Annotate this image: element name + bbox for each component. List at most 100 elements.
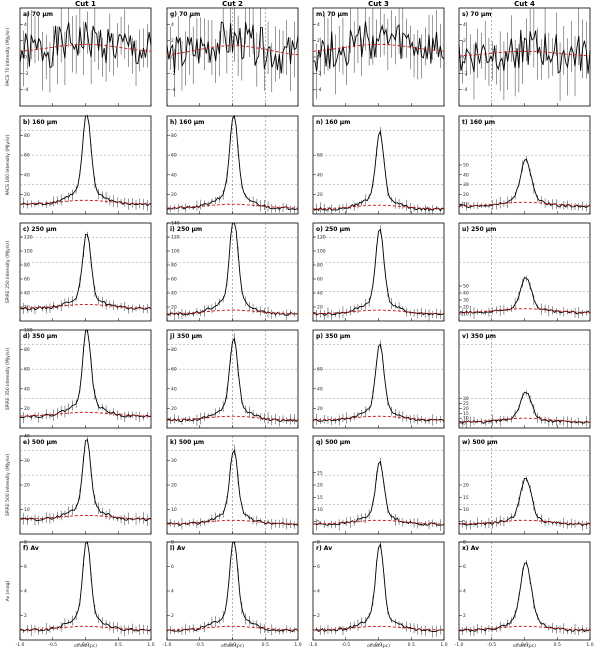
y-tick-label: 80	[317, 263, 323, 269]
y-tick-label: 40	[24, 291, 30, 297]
background-fit-line	[19, 411, 152, 417]
panel-label: m) 70 µm	[316, 11, 348, 18]
y-tick-label: 60	[171, 153, 177, 159]
profile-line	[19, 438, 152, 522]
y-tick-label: 8	[463, 540, 466, 546]
background-fit-line	[166, 415, 299, 421]
y-tick-label: 0	[171, 55, 174, 61]
y-tick-label: 4	[24, 22, 27, 28]
background-fit-line	[19, 304, 152, 309]
column-title: Cut 4	[514, 0, 535, 8]
y-tick-label: 4	[171, 589, 174, 595]
panel-label: n) 160 µm	[316, 119, 350, 126]
y-tick-label: 40	[171, 386, 177, 392]
y-tick-label: 0	[24, 55, 27, 61]
y-tick-label: 100	[317, 249, 326, 255]
y-tick-label: 100	[171, 249, 180, 255]
y-tick-label: 100	[24, 249, 33, 255]
y-tick-label: 20	[171, 305, 177, 311]
y-tick-label: 100	[24, 328, 33, 334]
y-tick-label: 20	[171, 192, 177, 198]
x-tick-label: 0.5	[262, 642, 269, 648]
y-tick-label: 40	[24, 172, 30, 178]
background-fit-line	[166, 45, 299, 56]
y-tick-label: 20	[24, 192, 30, 198]
column-title: Cut 2	[222, 0, 243, 8]
y-tick-label: 60	[24, 153, 30, 159]
x-tick-label: -0.5	[341, 642, 350, 648]
y-tick-label: 40	[463, 172, 469, 178]
background-fit-line	[312, 415, 445, 421]
x-tick-label: 0.0	[82, 642, 89, 648]
y-tick-label: 4	[463, 22, 466, 28]
background-fit-line	[19, 199, 152, 205]
y-tick-label: 20	[317, 305, 323, 311]
y-axis-label: PACS 160 intensity (MJy/sr)	[5, 134, 11, 195]
x-tick-label: -1.0	[455, 642, 464, 648]
column-title: Cut 1	[75, 0, 96, 8]
y-tick-label: -2	[463, 71, 468, 77]
y-tick-label: 60	[171, 277, 177, 283]
background-fit-line	[312, 204, 445, 210]
y-tick-label: 30	[24, 458, 30, 464]
x-axis-label: offset (pc)	[513, 643, 536, 649]
y-tick-label: 4	[24, 589, 27, 595]
y-tick-label: -4	[317, 87, 322, 93]
y-axis-label: PACS 70 intensity (MJy/sr)	[5, 28, 11, 86]
panel-label: e) 500 µm	[23, 439, 57, 446]
profile-line	[458, 29, 591, 74]
y-tick-label: 5	[463, 519, 466, 525]
x-tick-label: 1.0	[147, 642, 154, 648]
y-tick-label: 30	[171, 458, 177, 464]
panel-frame	[19, 541, 152, 641]
y-tick-label: -4	[24, 87, 29, 93]
y-tick-label: 30	[463, 182, 469, 188]
y-tick-label: -2	[24, 71, 29, 77]
background-fit-line	[458, 417, 591, 423]
panel-label: w) 500 µm	[462, 439, 498, 446]
y-axis-label: SPIRE 500 intensity (MJy/sr)	[5, 454, 11, 517]
x-tick-label: 0.5	[115, 642, 122, 648]
background-fit-line	[166, 309, 299, 315]
y-tick-label: 50	[463, 284, 469, 290]
y-tick-label: 60	[317, 367, 323, 373]
x-tick-label: -1.0	[163, 642, 172, 648]
background-fit-line	[19, 43, 152, 52]
y-tick-label: 2	[171, 613, 174, 619]
column-title: Cut 3	[368, 0, 389, 8]
y-tick-label: 10	[463, 416, 469, 422]
background-fit-line	[166, 625, 299, 631]
x-axis-label: offset (pc)	[367, 643, 390, 649]
panel-label: g) 70 µm	[170, 11, 200, 18]
x-tick-label: 0.0	[375, 642, 382, 648]
y-tick-label: 20	[463, 406, 469, 412]
y-tick-label: 60	[317, 153, 323, 159]
profile-line	[166, 114, 299, 211]
y-tick-label: 40	[317, 172, 323, 178]
panel-label: d) 350 µm	[23, 333, 57, 340]
y-tick-label: 60	[317, 277, 323, 283]
background-fit-line	[312, 43, 445, 52]
x-tick-label: -0.5	[195, 642, 204, 648]
background-fit-line	[166, 203, 299, 209]
background-fit-line	[312, 625, 445, 631]
x-axis-label: offset (pc)	[221, 643, 244, 649]
x-tick-label: 1.0	[294, 642, 301, 648]
y-tick-label: -2	[317, 71, 322, 77]
y-tick-label: 4	[171, 22, 174, 28]
y-tick-label: 20	[317, 192, 323, 198]
y-tick-label: 10	[171, 507, 177, 513]
panel-label: o) 250 µm	[316, 226, 350, 233]
panel-label: x) Av	[462, 545, 479, 552]
y-tick-label: 20	[171, 483, 177, 489]
y-tick-label: 80	[24, 263, 30, 269]
profile-line	[19, 234, 152, 311]
panel-frame	[458, 541, 591, 641]
y-tick-label: 20	[317, 483, 323, 489]
profile-line	[458, 391, 590, 425]
y-tick-label: 40	[171, 172, 177, 178]
profile-line	[312, 343, 445, 422]
profile-line	[19, 22, 152, 69]
y-tick-label: 15	[463, 411, 469, 417]
background-fit-line	[458, 519, 591, 525]
